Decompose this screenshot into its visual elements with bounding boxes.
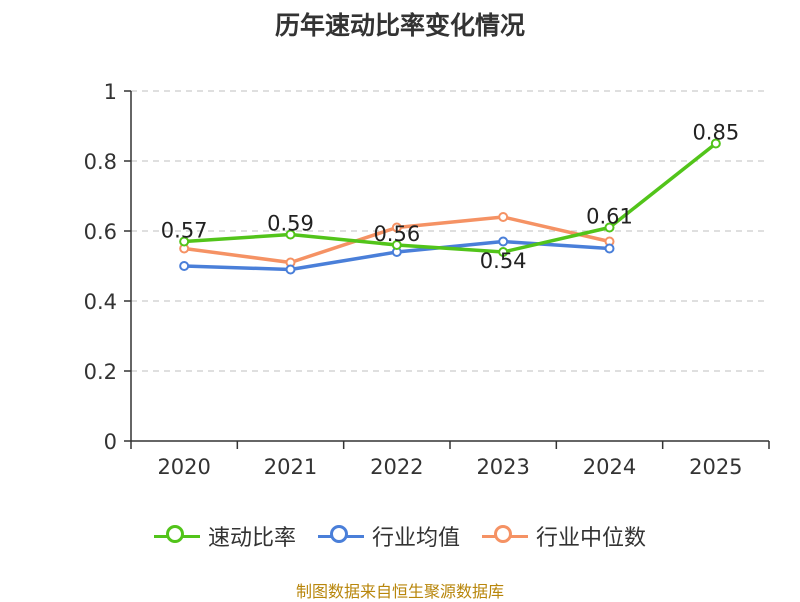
legend-label: 行业中位数 [536, 526, 647, 551]
data-point [285, 229, 296, 240]
y-tick-label: 0.8 [84, 150, 117, 174]
y-tick-label: 0 [104, 430, 117, 454]
legend-swatch [153, 524, 200, 548]
legend-item[interactable]: 行业均值 [317, 520, 460, 552]
legend-marker [494, 525, 512, 543]
data-label: 0.61 [586, 205, 633, 229]
data-point [391, 240, 402, 250]
x-tick-label: 2020 [157, 455, 210, 479]
data-point [498, 247, 509, 257]
legend-item[interactable]: 行业中位数 [482, 520, 646, 552]
legend-marker [165, 525, 184, 543]
data-point [604, 222, 615, 233]
y-tick-label: 0.6 [84, 220, 117, 244]
x-tick-label: 2021 [264, 455, 317, 479]
legend-label: 行业均值 [371, 526, 460, 551]
series-line [184, 142, 717, 254]
x-tick-label: 2022 [370, 455, 423, 479]
data-point [710, 138, 721, 149]
x-tick-label: 2025 [689, 455, 742, 479]
data-label: 0.57 [161, 219, 208, 243]
data-label: 0.59 [267, 212, 314, 236]
data-point [391, 222, 402, 233]
data-point [498, 212, 509, 222]
data-label: 0.85 [692, 121, 739, 145]
y-tick-label: 0.2 [84, 360, 117, 384]
data-point [285, 264, 296, 275]
y-tick-label: 1 [104, 80, 117, 104]
data-point [498, 236, 509, 247]
legend-swatch [482, 524, 528, 548]
data-point [179, 261, 190, 271]
legend-item[interactable]: 速动比率 [153, 520, 296, 552]
legend: 速动比率 行业均值 行业中位数 [0, 520, 800, 552]
data-point [604, 243, 615, 254]
legend-marker [329, 525, 348, 543]
x-tick-label: 2024 [583, 455, 636, 479]
legend-swatch [317, 524, 364, 548]
y-tick-label: 0.4 [84, 290, 117, 314]
data-label: 0.54 [480, 249, 527, 273]
legend-label: 速动比率 [207, 526, 296, 551]
data-point [179, 236, 190, 247]
x-tick-label: 2023 [476, 455, 529, 479]
data-label: 0.56 [373, 222, 420, 246]
data-source-note: 制图数据来自恒生聚源数据库 [295, 582, 504, 601]
chart-title: 历年速动比率变化情况 [274, 11, 525, 40]
